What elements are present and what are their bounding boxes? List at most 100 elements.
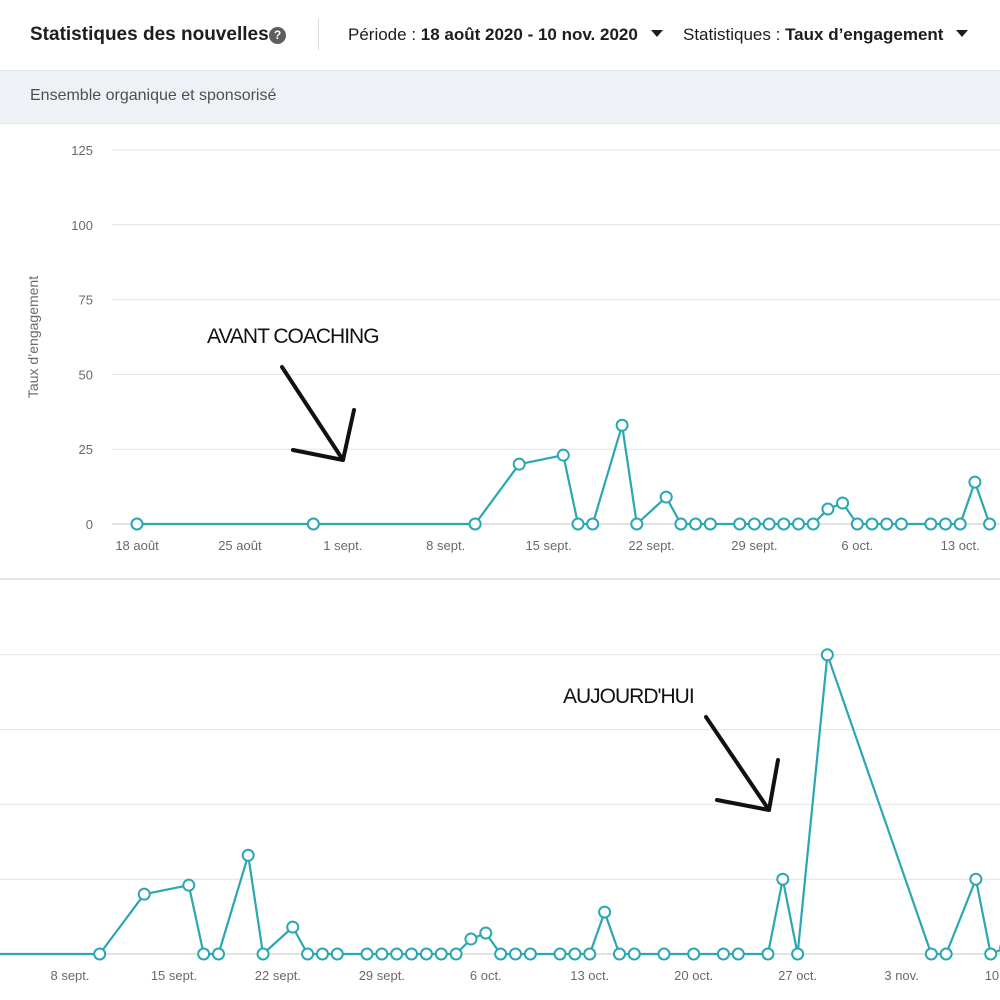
data-point	[182, 878, 196, 892]
y-tick-label: 0	[86, 517, 93, 532]
annotation-arrow	[704, 715, 780, 812]
annotation-arrow	[280, 365, 356, 462]
data-point	[212, 947, 225, 961]
data-point	[657, 947, 671, 961]
period-value: 18 août 2020 - 10 nov. 2020	[420, 25, 638, 44]
data-point	[137, 887, 151, 901]
data-point	[479, 926, 493, 940]
data-point	[791, 947, 805, 961]
caret-down-icon	[650, 30, 663, 37]
y-tick-label: 75	[79, 293, 93, 308]
data-point	[405, 947, 419, 961]
statistics-value: Taux d’engagement	[785, 25, 944, 44]
data-point	[969, 872, 983, 886]
data-point	[586, 517, 600, 531]
data-point	[716, 947, 730, 961]
page-header: Statistiques des nouvelles ? Période : 1…	[0, 0, 1000, 70]
y-tick-label: 25	[79, 442, 93, 457]
data-point	[687, 947, 701, 961]
data-point	[674, 517, 688, 531]
data-point	[286, 920, 300, 934]
data-point	[984, 947, 998, 961]
x-tick-label: 13 oct.	[570, 968, 609, 983]
data-point	[306, 517, 320, 531]
x-tick-label: 25 août	[218, 538, 262, 553]
x-tick-label: 20 oct.	[674, 968, 713, 983]
x-tick-label: 29 sept.	[359, 968, 405, 983]
x-tick-label: 15 sept.	[151, 968, 197, 983]
x-tick-label: 10 nov.	[985, 968, 1000, 983]
data-point	[689, 517, 703, 531]
x-tick-label: 8 sept.	[50, 968, 89, 983]
x-tick-label: 27 oct.	[778, 968, 817, 983]
period-label: Période :	[348, 25, 417, 44]
data-point	[468, 517, 482, 531]
statistics-dropdown[interactable]: Statistiques : Taux d’engagement	[683, 25, 969, 45]
data-point	[939, 947, 953, 961]
data-point	[512, 457, 526, 471]
data-point	[615, 418, 629, 432]
x-tick-label: 6 oct.	[841, 538, 873, 553]
data-point	[924, 517, 938, 531]
y-tick-label: 125	[71, 143, 93, 158]
data-point	[571, 517, 585, 531]
data-point	[983, 517, 997, 531]
period-dropdown[interactable]: Période : 18 août 2020 - 10 nov. 2020	[348, 25, 663, 45]
x-tick-label: 1 sept.	[323, 538, 362, 553]
data-point	[939, 517, 952, 531]
data-point	[598, 905, 612, 919]
x-tick-label: 3 nov.	[884, 968, 918, 983]
data-point	[301, 947, 315, 961]
data-point	[777, 517, 791, 531]
data-point	[390, 947, 404, 961]
chart-divider	[0, 578, 1000, 580]
data-point	[553, 947, 567, 961]
page-title: Statistiques des nouvelles	[30, 24, 269, 45]
data-point	[850, 517, 864, 531]
data-point	[821, 502, 835, 516]
data-point	[747, 517, 761, 531]
data-point	[776, 872, 790, 886]
data-point	[449, 947, 463, 961]
data-point	[865, 517, 879, 531]
data-point	[197, 947, 211, 961]
data-point	[523, 947, 537, 961]
y-axis-label: Taux d’engagement	[25, 276, 41, 398]
data-point	[792, 517, 805, 531]
data-point	[360, 947, 374, 961]
data-point	[330, 947, 344, 961]
data-point	[953, 517, 967, 531]
data-point	[419, 947, 433, 961]
data-point	[241, 848, 255, 862]
data-point	[894, 517, 908, 531]
statistics-label: Statistiques :	[683, 25, 781, 44]
data-point	[762, 517, 776, 531]
x-tick-label: 22 sept.	[628, 538, 674, 553]
caret-down-icon	[956, 30, 969, 37]
x-tick-label: 18 août	[115, 538, 159, 553]
annotation-text: AVANT COACHING	[207, 325, 379, 348]
x-tick-label: 8 sept.	[426, 538, 465, 553]
data-point	[375, 947, 389, 961]
data-point	[630, 517, 644, 531]
data-point	[924, 947, 938, 961]
data-point	[612, 947, 626, 961]
x-tick-label: 13 oct.	[941, 538, 980, 553]
x-tick-label: 15 sept.	[525, 538, 571, 553]
data-point	[733, 517, 747, 531]
data-point	[556, 448, 570, 462]
data-point	[494, 947, 508, 961]
question-circle-icon[interactable]: ?	[269, 27, 286, 44]
subheader-bar: Ensemble organique et sponsorisé	[0, 70, 1000, 124]
x-tick-label: 6 oct.	[470, 968, 502, 983]
data-point	[627, 947, 641, 961]
data-point	[836, 496, 850, 510]
data-point	[880, 517, 894, 531]
data-point	[464, 932, 478, 946]
y-tick-label: 50	[79, 367, 93, 382]
data-point	[968, 475, 982, 489]
data-point	[256, 947, 270, 961]
data-point	[761, 947, 775, 961]
